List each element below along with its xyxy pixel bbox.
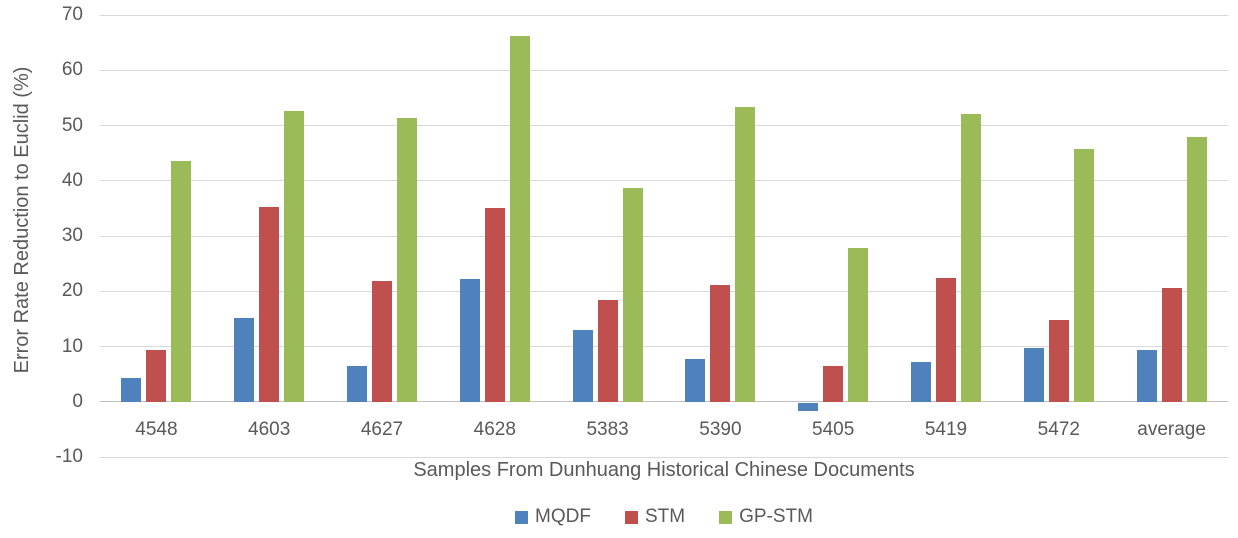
x-axis-title: Samples From Dunhuang Historical Chinese… <box>413 459 915 481</box>
bar-gp-stm-4603 <box>284 110 305 402</box>
legend: MQDF STM GP-STM <box>100 505 1228 529</box>
bar-stm-5405 <box>823 366 844 402</box>
legend-label: GP-STM <box>739 506 813 527</box>
bar-mqdf-5405 <box>798 402 819 412</box>
y-tick-label: 60 <box>61 59 83 81</box>
gridline <box>100 346 1228 347</box>
bar-stm-5383 <box>597 300 618 402</box>
x-category-label: 4628 <box>473 419 516 440</box>
gridline <box>100 180 1228 182</box>
bar-mqdf-5383 <box>572 329 593 402</box>
bar-gp-stm-4628 <box>509 35 530 402</box>
bar-stm-4627 <box>372 281 392 402</box>
x-category-label: 4548 <box>135 419 178 440</box>
legend-swatch-icon <box>515 510 529 524</box>
bar-gp-stm-4627 <box>397 117 417 402</box>
bar-gp-stm-5419 <box>961 113 981 402</box>
bar-gp-stm-4548 <box>171 160 192 402</box>
y-tick-label: 10 <box>61 335 83 357</box>
gridline <box>100 14 1228 16</box>
x-category-label: average <box>1137 419 1206 440</box>
y-tick-label: -10 <box>55 446 83 467</box>
y-tick-label: 50 <box>61 114 83 136</box>
bar-stm-4628 <box>484 208 505 402</box>
bar-mqdf-5419 <box>911 361 931 402</box>
y-tick-label: 0 <box>72 390 83 412</box>
bar-stm-average <box>1161 288 1182 402</box>
legend-item-gp-stm: GP-STM <box>719 506 813 528</box>
y-tick-label: 20 <box>61 280 83 302</box>
x-category-label: 4627 <box>360 419 404 440</box>
plot-area <box>100 14 1228 458</box>
legend-item-mqdf: MQDF <box>515 506 591 528</box>
bar-gp-stm-5472 <box>1073 148 1094 402</box>
y-tick-label: 30 <box>61 225 83 246</box>
bar-mqdf-4628 <box>459 279 480 402</box>
bar-gp-stm-5383 <box>622 187 643 402</box>
y-tick-label: 40 <box>61 169 83 191</box>
legend-item-stm: STM <box>624 506 686 528</box>
gridline <box>100 456 1228 458</box>
x-category-label: 5472 <box>1037 419 1080 440</box>
bar-mqdf-4603 <box>234 318 255 402</box>
x-category-label: 5405 <box>812 419 855 440</box>
bar-stm-4548 <box>146 349 167 402</box>
bar-mqdf-average <box>1136 349 1157 402</box>
bar-mqdf-5472 <box>1023 347 1044 402</box>
gridline <box>100 235 1228 237</box>
bar-mqdf-5390 <box>685 359 706 402</box>
bar-stm-4603 <box>259 206 280 402</box>
x-category-label: 5419 <box>924 419 968 440</box>
y-tick-label: 70 <box>61 4 83 25</box>
bar-stm-5472 <box>1048 319 1069 402</box>
bar-mqdf-4627 <box>347 366 367 402</box>
legend-swatch-icon <box>719 510 733 524</box>
bar-stm-5419 <box>936 277 956 402</box>
gridline <box>100 69 1228 71</box>
zero-axis-line <box>100 401 1228 403</box>
gridline <box>100 125 1228 126</box>
x-category-label: 5390 <box>699 419 742 440</box>
bar-gp-stm-5390 <box>735 106 756 402</box>
bar-gp-stm-5405 <box>848 247 869 402</box>
bar-mqdf-4548 <box>121 377 142 402</box>
gridline <box>100 290 1228 292</box>
x-category-label: 4603 <box>248 419 291 440</box>
legend-swatch-icon <box>624 510 638 524</box>
legend-label: STM <box>644 506 686 527</box>
bar-gp-stm-average <box>1186 136 1207 402</box>
bar-stm-5390 <box>710 285 731 402</box>
legend-label: MQDF <box>535 506 591 527</box>
x-category-label: 5383 <box>586 419 629 440</box>
